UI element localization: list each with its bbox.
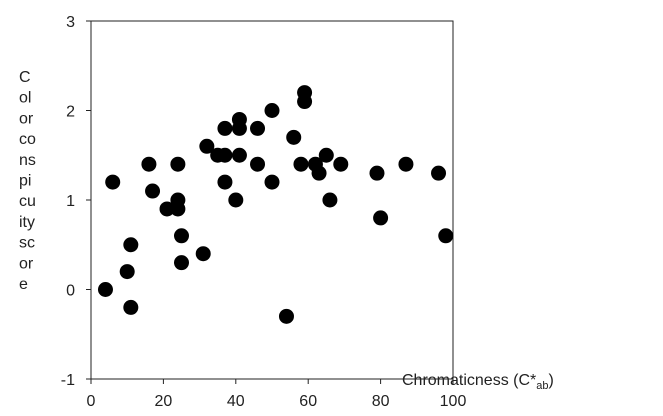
y-axis-label-line: or xyxy=(19,255,34,272)
y-axis-label-line: pi xyxy=(19,173,31,190)
data-point xyxy=(228,192,244,208)
data-point xyxy=(105,174,121,190)
data-point xyxy=(123,299,139,315)
x-axis-label-subscript: ab xyxy=(536,380,548,392)
y-axis-label-line: cu xyxy=(19,193,36,210)
data-point xyxy=(286,129,302,145)
y-tick-label: 3 xyxy=(66,14,75,31)
y-axis-label-line: e xyxy=(19,276,28,293)
data-point xyxy=(217,120,233,136)
data-points xyxy=(97,85,454,324)
data-point xyxy=(264,174,280,190)
data-point xyxy=(311,165,327,181)
y-axis-label-line: ol xyxy=(19,90,31,107)
data-point xyxy=(373,210,389,226)
x-tick-label: 20 xyxy=(155,393,173,410)
data-point xyxy=(250,120,266,136)
y-axis-label: Col or co ns pi cu ity sc or e xyxy=(19,69,36,293)
x-axis-label-main: Chromaticness (C* xyxy=(402,372,536,389)
data-point xyxy=(97,282,113,297)
plot-frame xyxy=(90,20,454,380)
data-point xyxy=(195,246,211,262)
axes xyxy=(86,20,454,384)
y-tick-label: 0 xyxy=(66,283,75,300)
data-point xyxy=(159,201,175,217)
data-point xyxy=(297,94,313,110)
y-tick-label: 2 xyxy=(66,104,75,121)
data-point xyxy=(438,228,454,244)
data-point xyxy=(231,111,247,127)
y-axis-label-line: ity xyxy=(19,214,35,231)
data-point xyxy=(141,156,157,172)
data-point xyxy=(431,165,447,181)
data-point xyxy=(170,192,186,208)
data-point xyxy=(369,165,385,181)
data-point xyxy=(278,308,294,324)
y-axis-label-line: or xyxy=(19,110,34,127)
data-point xyxy=(119,264,135,280)
tick-labels: 0 20 40 60 80 100 -1 0 1 2 3 xyxy=(61,14,467,410)
y-axis-label-line: co xyxy=(19,131,36,148)
data-point xyxy=(231,147,247,163)
data-point xyxy=(199,138,215,154)
x-axis-label: Chromaticness (C*ab) xyxy=(402,372,554,392)
data-point xyxy=(123,237,139,253)
data-point xyxy=(174,255,189,271)
data-point xyxy=(217,174,233,190)
y-axis-label-line: C xyxy=(19,69,31,86)
y-tick-label: -1 xyxy=(61,372,75,389)
data-point xyxy=(318,147,334,163)
data-point xyxy=(293,156,309,172)
x-tick-label: 60 xyxy=(299,393,317,410)
x-axis-label-close: ) xyxy=(549,372,554,389)
x-tick-label: 100 xyxy=(440,393,467,410)
data-point xyxy=(170,156,186,172)
data-point xyxy=(250,156,266,172)
y-tick-label: 1 xyxy=(66,193,75,210)
data-point xyxy=(145,183,161,199)
y-axis-label-line: ns xyxy=(19,152,36,169)
x-tick-label: 80 xyxy=(372,393,390,410)
data-point xyxy=(264,103,280,118)
x-tick-label: 40 xyxy=(227,393,245,410)
y-axis-label-line: sc xyxy=(19,235,35,252)
x-tick-label: 0 xyxy=(87,393,96,410)
data-point xyxy=(322,192,338,208)
data-point xyxy=(398,156,414,172)
data-point xyxy=(174,228,189,244)
data-point xyxy=(333,156,349,172)
data-point xyxy=(217,147,233,163)
